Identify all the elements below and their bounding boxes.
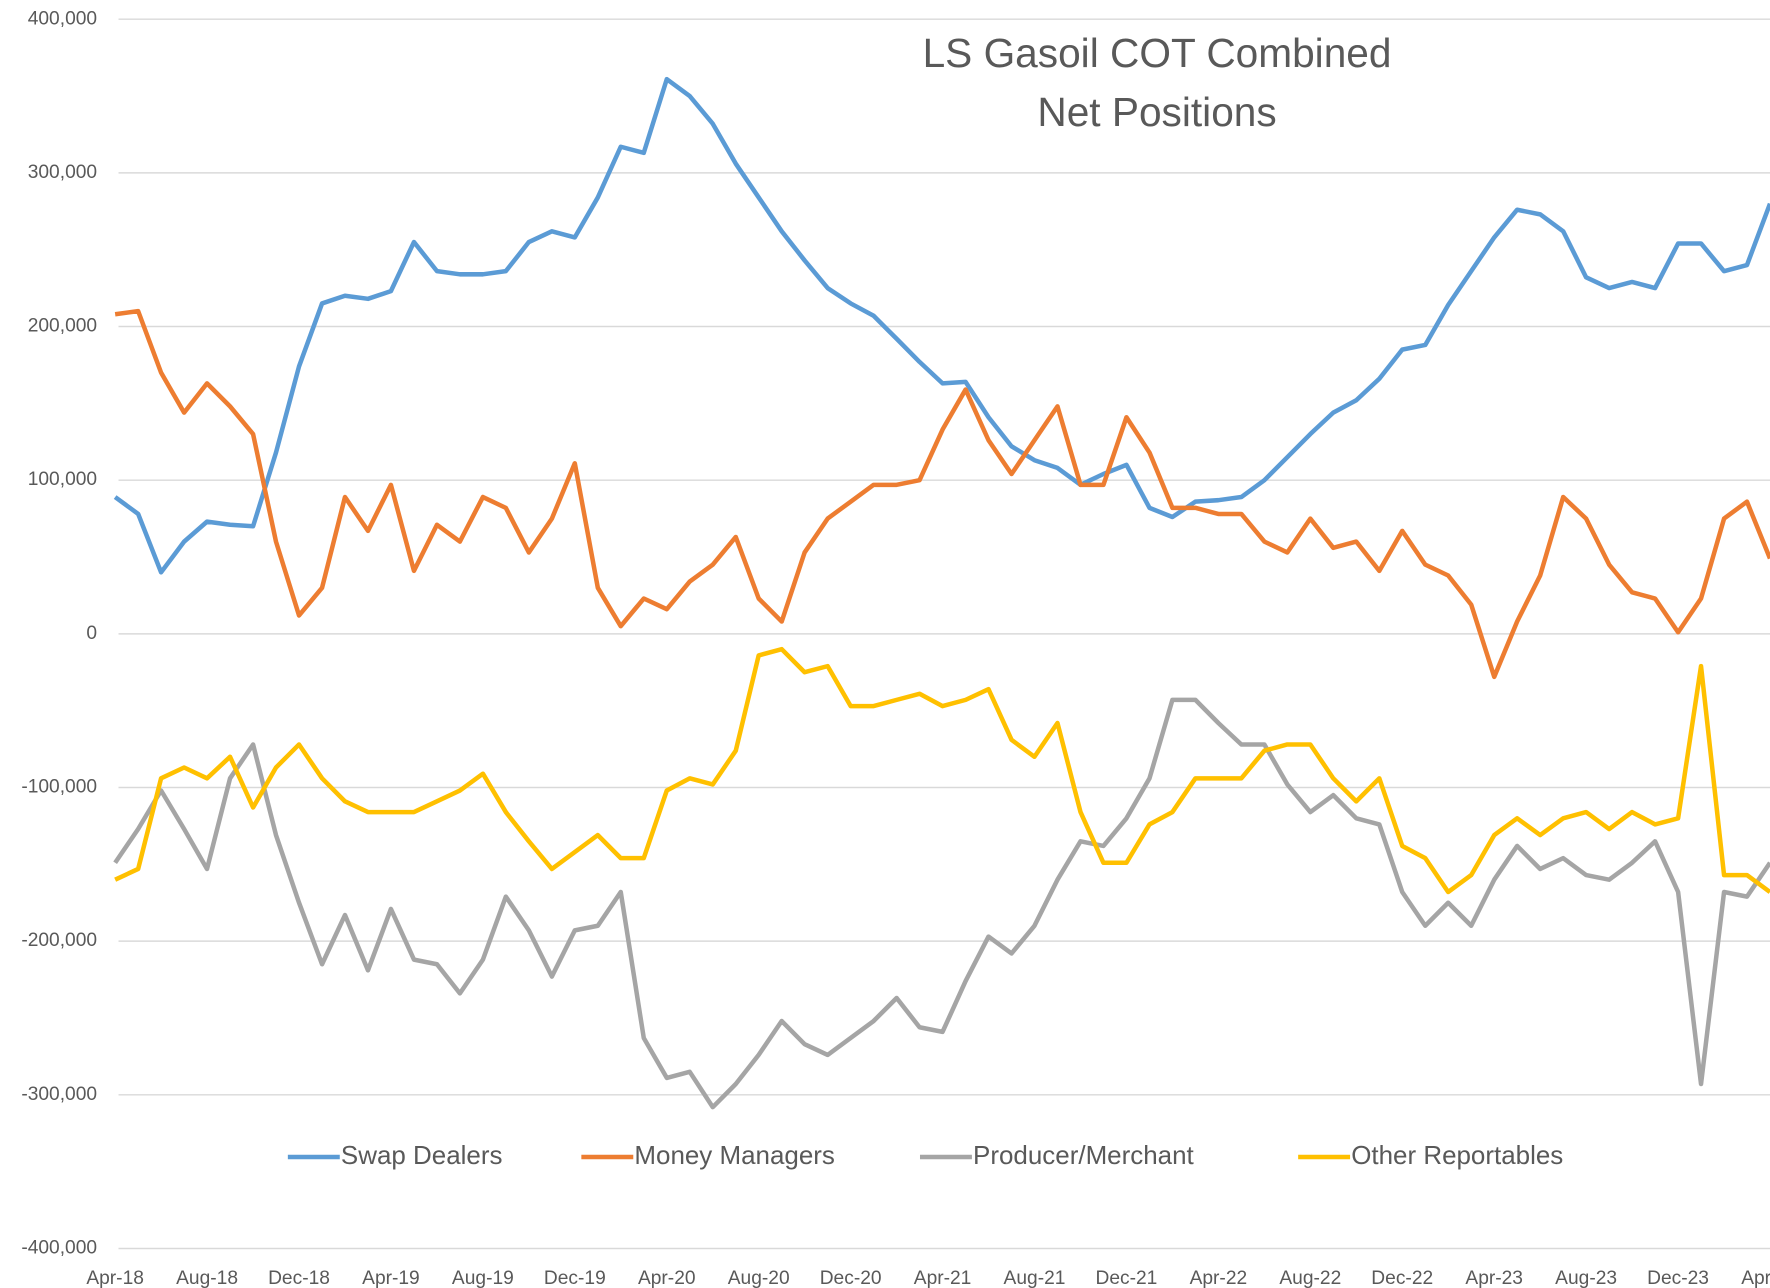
x-tick-label: Aug-20 <box>728 1268 790 1288</box>
series-line <box>114 308 1770 680</box>
y-tick-label: -200,000 <box>21 930 97 951</box>
y-tick-label: 200,000 <box>28 316 97 337</box>
x-tick-label: Apr-23 <box>1465 1268 1523 1288</box>
x-tick-label: Aug-18 <box>176 1268 238 1288</box>
y-tick-label: 400,000 <box>28 8 97 29</box>
x-tick-label: Dec-19 <box>544 1268 606 1288</box>
legend-label: Swap Dealers <box>341 1140 503 1170</box>
x-tick-label: Dec-21 <box>1096 1268 1158 1288</box>
x-tick-label: Dec-20 <box>820 1268 882 1288</box>
y-tick-label: 300,000 <box>28 162 97 183</box>
y-tick-label: 100,000 <box>28 469 97 490</box>
y-tick-label: -400,000 <box>21 1238 97 1259</box>
y-tick-label: 0 <box>86 623 97 644</box>
series-line <box>113 76 1770 575</box>
series-line <box>114 646 1770 895</box>
legend-label: Other Reportables <box>1351 1140 1563 1170</box>
chart-title: Net Positions <box>1037 89 1276 135</box>
x-tick-label: Apr-19 <box>362 1268 420 1288</box>
x-tick-label: Aug-19 <box>452 1268 514 1288</box>
x-tick-label: Aug-22 <box>1279 1268 1341 1288</box>
x-tick-label: Apr-18 <box>86 1268 144 1288</box>
x-tick-label: Dec-22 <box>1371 1268 1433 1288</box>
y-tick-label: -300,000 <box>21 1084 97 1105</box>
x-tick-label: Apr-22 <box>1190 1268 1248 1288</box>
y-tick-label: -100,000 <box>21 777 97 798</box>
chart-title: LS Gasoil COT Combined <box>923 30 1392 76</box>
x-tick-label: Dec-18 <box>268 1268 330 1288</box>
series-line <box>113 697 1770 1110</box>
x-tick-label: Aug-21 <box>1004 1268 1066 1288</box>
legend-label: Money Managers <box>634 1140 835 1170</box>
x-tick-label: Apr-21 <box>914 1268 972 1288</box>
x-tick-label: Dec-23 <box>1647 1268 1709 1288</box>
x-tick-label: Apr-24 <box>1741 1268 1770 1288</box>
x-tick-label: Apr-20 <box>638 1268 696 1288</box>
x-tick-label: Aug-23 <box>1555 1268 1617 1288</box>
legend-label: Producer/Merchant <box>973 1140 1194 1170</box>
